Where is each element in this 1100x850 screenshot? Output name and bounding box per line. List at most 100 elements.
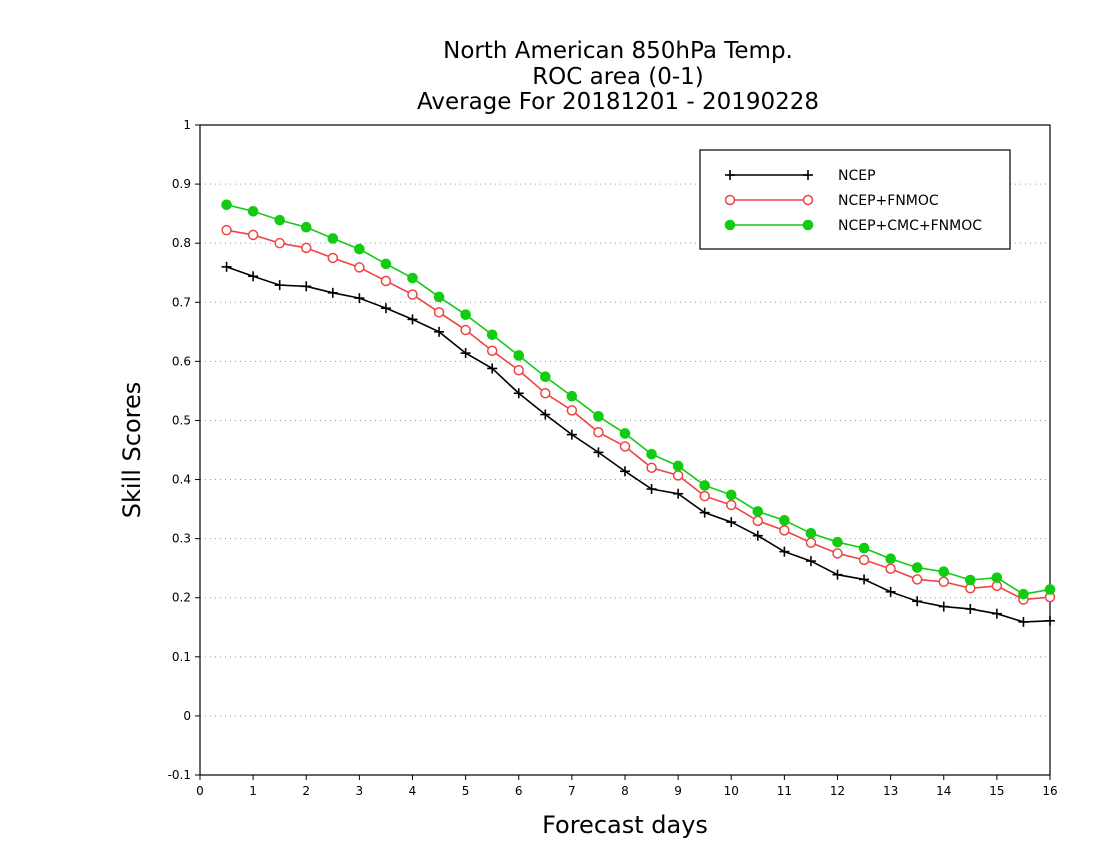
data-point-plus [487, 363, 498, 374]
x-tick-label: 6 [515, 784, 523, 798]
data-point-filled-circle [407, 272, 418, 284]
data-point-open-circle [858, 554, 870, 566]
x-tick-label: 4 [409, 784, 417, 798]
data-point-open-circle [407, 289, 418, 300]
data-point-open-circle [274, 237, 285, 249]
data-point-open-circle [832, 548, 843, 559]
data-point-filled-circle [513, 350, 525, 361]
x-tick-label: 0 [196, 784, 204, 798]
data-point-open-circle [938, 576, 949, 588]
legend-label: NCEP+CMC+FNMOC [838, 218, 982, 234]
data-point-plus [1045, 615, 1055, 626]
data-point-plus [566, 429, 577, 440]
data-point-open-circle [593, 427, 604, 438]
data-point-open-circle [566, 405, 578, 416]
y-tick-label: 0.8 [172, 236, 191, 250]
data-point-plus [620, 466, 630, 477]
data-point-plus [805, 556, 816, 567]
data-point-plus [991, 608, 1002, 619]
y-tick-label: 0.9 [172, 177, 191, 191]
data-point-plus [965, 603, 976, 614]
data-point-filled-circle [752, 506, 764, 517]
data-point-filled-circle [724, 219, 736, 231]
data-point-open-circle [672, 470, 684, 481]
data-point-filled-circle [221, 199, 232, 211]
data-point-open-circle [327, 252, 339, 264]
data-point-filled-circle [354, 243, 365, 255]
series-group [221, 199, 1056, 627]
x-tick-label: 15 [989, 784, 1004, 798]
x-tick-label: 12 [830, 784, 845, 798]
data-point-open-circle [540, 388, 551, 399]
data-point-plus [327, 287, 338, 298]
x-tick-label: 10 [724, 784, 739, 798]
data-point-plus [752, 530, 763, 541]
data-point-filled-circle [1044, 584, 1056, 595]
data-point-filled-circle [460, 309, 471, 320]
data-point-open-circle [247, 229, 259, 241]
data-point-open-circle [779, 525, 790, 536]
data-point-plus [699, 507, 710, 518]
y-tick-label: 1 [183, 118, 191, 132]
x-tick-label: 7 [568, 784, 576, 798]
data-point-plus [803, 170, 813, 180]
x-axis-title: Forecast days [542, 811, 708, 839]
data-point-open-circle [354, 262, 365, 273]
data-point-filled-circle [832, 536, 843, 548]
series-2 [221, 199, 1056, 600]
y-tick-label: 0.2 [172, 591, 191, 605]
x-tick-label: 14 [936, 784, 951, 798]
data-point-filled-circle [300, 221, 312, 233]
y-tick-label: 0.3 [172, 532, 191, 546]
data-point-filled-circle [672, 460, 684, 472]
data-point-open-circle [619, 441, 631, 452]
data-point-filled-circle [858, 542, 870, 554]
x-tick-label: 1 [249, 784, 257, 798]
gridlines [200, 183, 1050, 717]
data-point-plus [434, 326, 445, 337]
data-point-filled-circle [991, 572, 1003, 583]
x-tick-label: 3 [356, 784, 364, 798]
data-point-plus [380, 303, 391, 314]
data-point-filled-circle [486, 329, 498, 341]
series-line [226, 266, 1051, 623]
legend: NCEP NCEP+FNMOC NCEP+CMC+FNMOC [699, 149, 1011, 250]
data-point-open-circle [380, 275, 392, 287]
chart-title-line-1: North American 850hPa Temp. [443, 38, 793, 64]
data-point-filled-circle [327, 233, 339, 244]
chart-title-line-2: ROC area (0-1) [532, 64, 704, 90]
data-point-filled-circle [274, 214, 285, 226]
data-point-plus [726, 517, 737, 528]
data-point-plus [779, 546, 790, 557]
data-point-plus [832, 569, 843, 580]
data-point-plus [221, 261, 232, 272]
data-point-open-circle [433, 307, 445, 318]
data-point-filled-circle [802, 219, 814, 231]
y-tick-label: 0.1 [172, 650, 191, 664]
data-point-open-circle [486, 345, 498, 356]
data-point-open-circle [752, 515, 764, 527]
data-point-filled-circle [965, 574, 976, 586]
y-tick-label: 0.5 [172, 413, 191, 427]
data-point-plus [859, 574, 870, 585]
data-point-filled-circle [247, 205, 259, 217]
x-tick-label: 8 [621, 784, 629, 798]
data-point-filled-circle [380, 258, 392, 270]
legend-label: NCEP [838, 168, 876, 184]
data-point-open-circle [885, 563, 896, 575]
data-point-filled-circle [1018, 588, 1029, 600]
y-axis-title: Skill Scores [118, 382, 146, 519]
x-tick-label: 9 [674, 784, 682, 798]
data-point-plus [885, 586, 896, 597]
data-point-open-circle [460, 324, 471, 336]
data-point-open-circle [911, 574, 923, 585]
x-tick-label: 11 [777, 784, 792, 798]
data-point-filled-circle [699, 480, 710, 491]
data-point-filled-circle [885, 553, 896, 565]
y-tick-label: 0 [183, 709, 191, 723]
data-point-open-circle [646, 462, 657, 473]
chart-title-line-3: Average For 20181201 - 20190228 [417, 89, 819, 115]
series-1 [221, 224, 1056, 605]
legend-label: NCEP+FNMOC [838, 193, 939, 209]
x-tick-label: 5 [462, 784, 470, 798]
